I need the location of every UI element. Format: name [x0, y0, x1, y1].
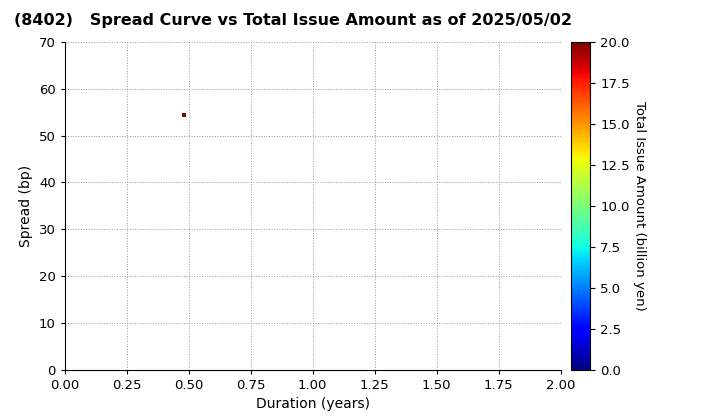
Y-axis label: Total Issue Amount (billion yen): Total Issue Amount (billion yen)	[634, 101, 647, 311]
X-axis label: Duration (years): Duration (years)	[256, 397, 369, 411]
Point	[178, 111, 189, 118]
Text: (8402)   Spread Curve vs Total Issue Amount as of 2025/05/02: (8402) Spread Curve vs Total Issue Amoun…	[14, 13, 572, 28]
Y-axis label: Spread (bp): Spread (bp)	[19, 165, 33, 247]
